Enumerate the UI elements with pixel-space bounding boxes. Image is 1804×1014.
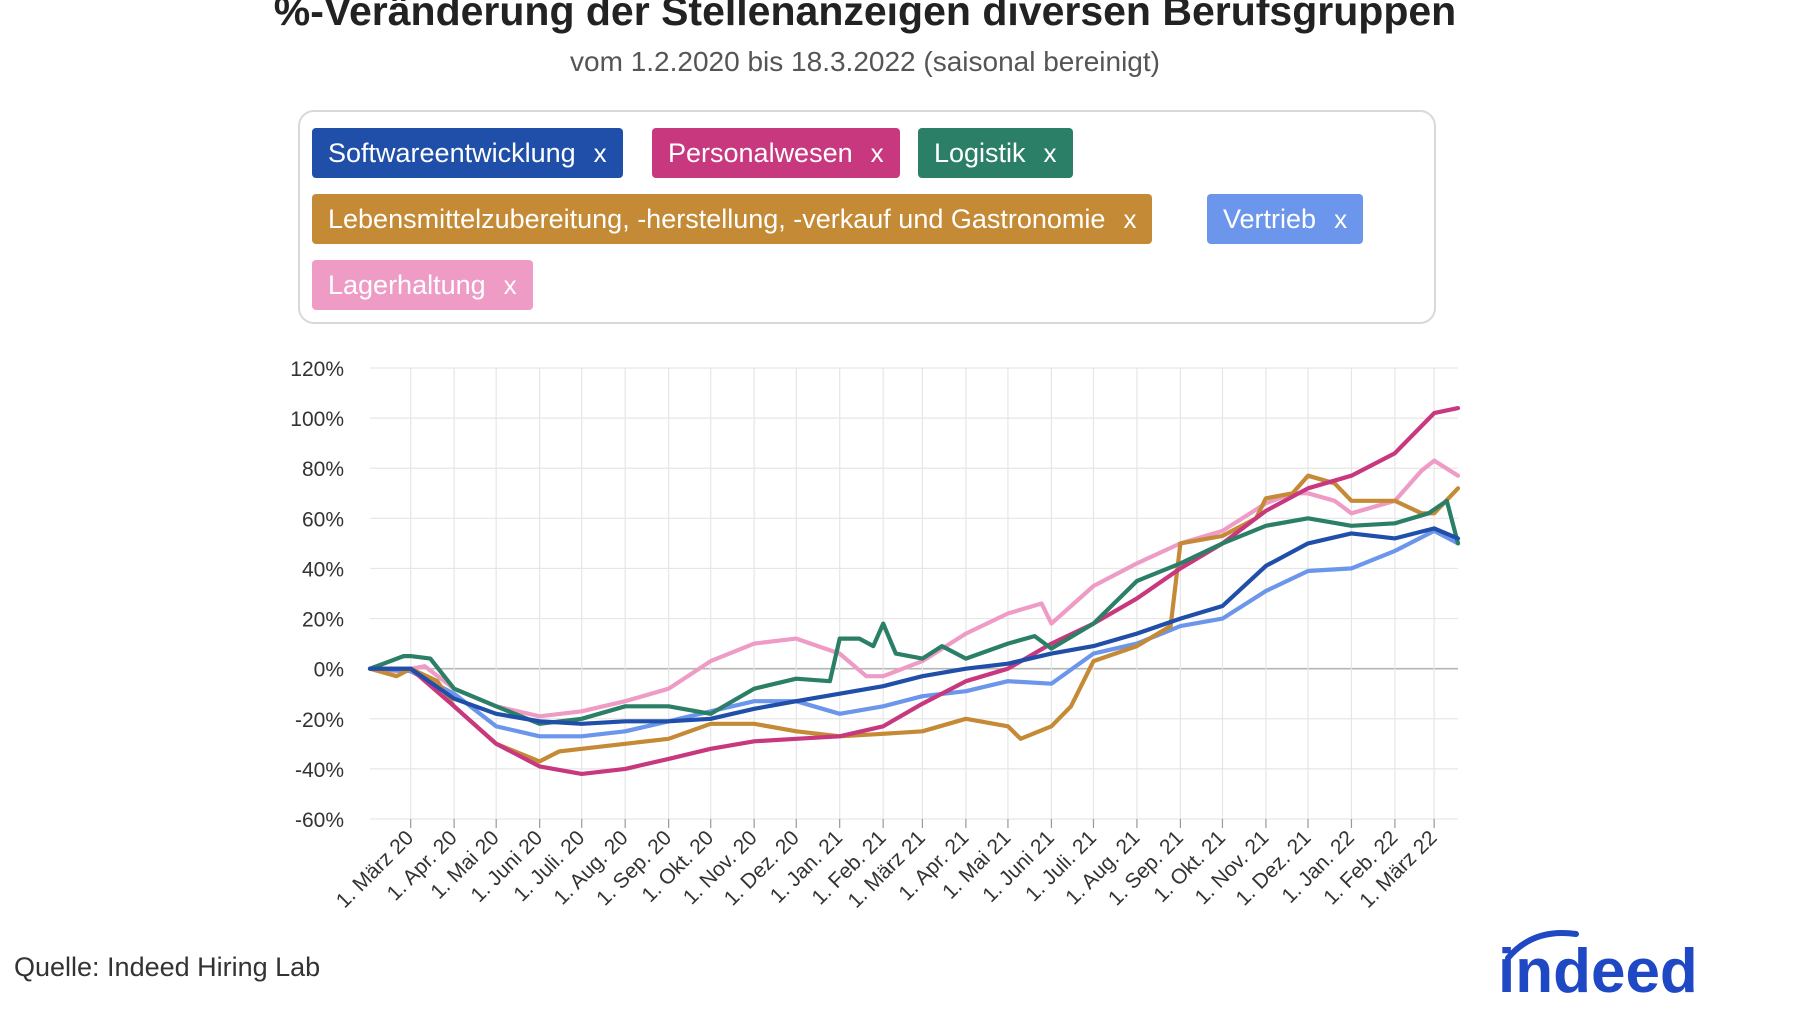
legend-chip-label: Personalwesen	[668, 138, 853, 168]
remove-series-icon[interactable]: x	[593, 138, 607, 168]
y-tick-label: -40%	[295, 759, 344, 782]
legend-chip-label: Lebensmittelzubereitung, -herstellung, -…	[328, 204, 1106, 234]
chart-subtitle: vom 1.2.2020 bis 18.3.2022 (saisonal ber…	[570, 46, 1160, 77]
remove-series-icon[interactable]: x	[1334, 204, 1348, 234]
series-line	[367, 406, 1461, 777]
y-tick-label: -60%	[295, 809, 344, 832]
legend-chip-lagerhaltung[interactable]: Lagerhaltung x	[312, 260, 533, 310]
series-line	[367, 473, 1461, 764]
y-tick-label: 40%	[302, 558, 344, 581]
legend-chip-logistik[interactable]: Logistik x	[918, 128, 1073, 178]
legend-chip-label: Softwareentwicklung	[328, 138, 576, 168]
y-tick-label: 80%	[302, 458, 344, 481]
remove-series-icon[interactable]: x	[1043, 138, 1057, 168]
y-tick-label: 60%	[302, 508, 344, 531]
remove-series-icon[interactable]: x	[1123, 204, 1137, 234]
series-line	[367, 526, 1461, 726]
legend-chip-vertrieb[interactable]: Vertrieb x	[1207, 194, 1364, 244]
y-tick-label: 120%	[290, 358, 344, 381]
series-line	[367, 528, 1461, 739]
legend-chip-label: Logistik	[934, 138, 1026, 168]
y-tick-label: 0%	[314, 659, 344, 682]
legend-chip-lebensmittel[interactable]: Lebensmittelzubereitung, -herstellung, -…	[312, 194, 1153, 244]
logo-arc-icon	[1505, 930, 1579, 961]
legend-filter-box	[298, 110, 1436, 324]
remove-series-icon[interactable]: x	[870, 138, 884, 168]
indeed-logo: indeed	[1498, 930, 1698, 1006]
y-tick-label: -20%	[295, 709, 344, 732]
logo-wordmark: indeed	[1498, 937, 1698, 1006]
series-line	[367, 498, 1461, 726]
legend-chip-softwareentwicklung[interactable]: Softwareentwicklung x	[312, 128, 623, 178]
y-tick-label: 20%	[302, 609, 344, 632]
legend-chip-label: Lagerhaltung	[328, 270, 486, 300]
legend-chip-label: Vertrieb	[1223, 204, 1317, 234]
line-chart: -60%-40%-20%0%20%40%60%80%100%120%1. Mär…	[290, 358, 1461, 913]
source-note: Quelle: Indeed Hiring Lab	[14, 952, 321, 982]
legend-chip-personalwesen[interactable]: Personalwesen x	[652, 128, 900, 178]
remove-series-icon[interactable]: x	[503, 270, 517, 300]
chart-title: %-Veränderung der Stellenanzeigen divers…	[273, 0, 1457, 34]
y-tick-label: 100%	[290, 408, 344, 431]
series-line	[367, 458, 1461, 719]
